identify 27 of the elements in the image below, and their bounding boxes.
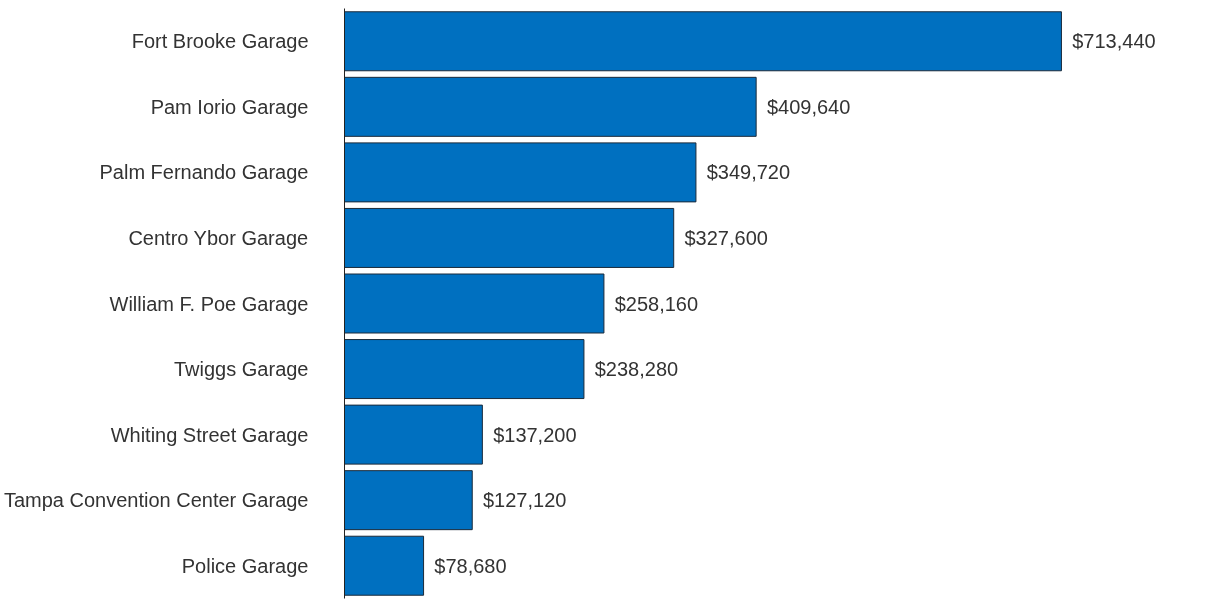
bar: [344, 535, 425, 596]
y-tick-label: William F. Poe Garage: [109, 292, 309, 315]
bar: [344, 404, 483, 465]
y-tick-label: Centro Ybor Garage: [128, 226, 309, 249]
bar: [344, 339, 585, 400]
bar: [344, 470, 473, 531]
data-label: $127,120: [483, 489, 567, 512]
data-label: $78,680: [434, 554, 507, 577]
data-label: $137,200: [493, 423, 577, 446]
y-tick-label: Fort Brooke Garage: [131, 30, 309, 53]
bar: [344, 273, 605, 334]
y-tick-label: Pam Iorio Garage: [150, 95, 309, 118]
y-tick-label: Tampa Convention Center Garage: [3, 489, 309, 512]
data-label: $327,600: [684, 226, 768, 249]
data-label: $713,440: [1072, 30, 1156, 53]
data-label: $409,640: [766, 95, 851, 118]
y-tick-label: Twiggs Garage: [173, 358, 309, 381]
y-tick-label: Police Garage: [181, 554, 309, 577]
bar: [344, 207, 675, 268]
bar: [344, 142, 697, 203]
y-tick-label: Palm Fernando Garage: [99, 161, 309, 184]
bar: [344, 11, 1062, 72]
data-label: $349,720: [706, 161, 791, 184]
y-tick-label: Whiting Street Garage: [110, 423, 309, 446]
data-label: $238,280: [594, 358, 679, 381]
bar: [344, 76, 757, 137]
data-label: $258,160: [614, 292, 699, 315]
